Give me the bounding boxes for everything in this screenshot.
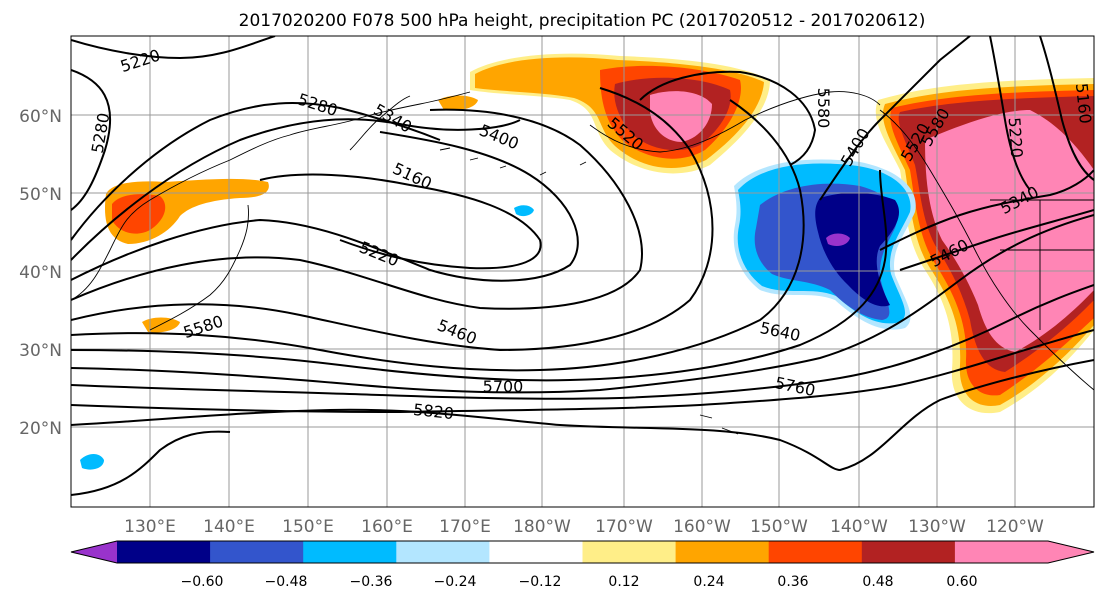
negative-anomaly-sw-cyan (80, 454, 104, 470)
contour-5340 (71, 118, 521, 261)
map-border (70, 35, 1095, 508)
contour-5580 (71, 169, 888, 382)
lon-label: 180°W (513, 517, 571, 537)
lon-label: 130°W (908, 517, 966, 537)
na-west-coast (879, 109, 1094, 391)
contour-5460 (71, 87, 714, 352)
contour-5580-alaska (639, 70, 817, 166)
colorbar-segment (768, 541, 863, 563)
colorbar-segment (954, 541, 1049, 563)
contour-5280-nw (71, 69, 111, 211)
colorbar-tick-label: −0.48 (265, 574, 308, 590)
lon-label: 130°E (124, 517, 176, 537)
lon-label: 170°W (595, 517, 653, 537)
alaska-coast (589, 91, 881, 153)
negative-anomaly-purple (826, 233, 850, 246)
positive-anomaly-asia-red (112, 194, 166, 234)
negative-anomaly-navy (815, 192, 900, 307)
colorbar-tick-label: −0.24 (434, 574, 477, 590)
graticule (71, 36, 1094, 507)
colorbar-tick-label: −0.12 (519, 574, 562, 590)
asia-coast (71, 91, 471, 301)
contour-5520 (71, 99, 805, 372)
colorbar-tick-label: 0.36 (777, 574, 808, 590)
positive-anomaly-alaska-pink (650, 91, 712, 142)
contour-5400 (71, 108, 643, 310)
colorbar-tick-label: −0.60 (181, 574, 224, 590)
contour-5220 (71, 131, 579, 282)
colorbar-segment (675, 541, 770, 563)
colorbar (70, 540, 1095, 564)
height-contours (71, 36, 1094, 496)
colorbar-segment (861, 541, 956, 563)
colorbar-segment (582, 541, 677, 563)
lat-label: 20°N (19, 419, 62, 439)
contour-east-5460 (899, 209, 1094, 271)
chart-title: 2017020200 F078 500 hPa height, precipit… (239, 11, 926, 31)
lon-label: 160°W (673, 517, 731, 537)
contour-east-5220 (989, 36, 1031, 191)
lon-label: 170°E (439, 517, 491, 537)
contour-5880-sw (71, 430, 231, 496)
positive-anomaly-east-pink (925, 110, 1094, 352)
lat-label: 30°N (19, 341, 62, 361)
colorbar-extend-high (1048, 541, 1094, 563)
lat-label: 60°N (19, 107, 62, 127)
coastlines (71, 91, 1094, 435)
latitude-labels: 60°N 50°N 40°N 30°N 20°N (19, 107, 62, 439)
contour-label: 5700 (483, 377, 524, 396)
contour-5700 (71, 284, 1094, 400)
colorbar-tick-label: −0.36 (350, 574, 393, 590)
negative-anomaly-small-cyan (514, 205, 534, 217)
japan-coast (149, 204, 249, 331)
colorbar-extend-low (71, 541, 117, 563)
colorbar-segment (117, 541, 211, 563)
contour-label: 5580 (814, 88, 833, 129)
lon-label: 140°E (203, 517, 255, 537)
contour-5640 (71, 214, 1094, 394)
colorbar-ticks: −0.60 −0.48 −0.36 −0.24 −0.12 0.12 0.24 … (181, 574, 978, 590)
colorbar-segment (303, 541, 397, 563)
lon-label: 120°W (986, 517, 1044, 537)
colorbar-tick-label: 0.12 (608, 574, 639, 590)
contour-label: 5160 (1072, 82, 1095, 124)
longitude-labels: 130°E 140°E 150°E 160°E 170°E 180°W 170°… (124, 517, 1044, 537)
colorbar-tick-label: 0.24 (693, 574, 724, 590)
na-border (990, 199, 1094, 330)
lon-label: 150°E (282, 517, 334, 537)
lon-label: 150°W (750, 517, 808, 537)
colorbar-segment (489, 541, 583, 563)
colorbar-segment (396, 541, 490, 563)
colorbar-segment (210, 541, 304, 563)
contour-5220-north (71, 36, 276, 60)
colorbar-outline (70, 540, 1095, 564)
lon-label: 140°W (830, 517, 888, 537)
contour-east-5160 (1039, 36, 1094, 181)
colorbar-tick-label: 0.60 (946, 574, 977, 590)
contour-5160 (259, 173, 542, 270)
lat-label: 50°N (19, 185, 62, 205)
contour-5820 (71, 359, 1094, 472)
contour-east-5340 (879, 169, 1094, 251)
map-panel: 5220 5280 5280 5340 5400 5160 5220 5460 … (70, 35, 1095, 508)
colorbar-tick-label: 0.48 (862, 574, 893, 590)
lat-label: 40°N (19, 263, 62, 283)
aleutian-islands (439, 147, 587, 176)
contour-east-5400 (819, 36, 971, 201)
lon-label: 160°E (361, 517, 413, 537)
contour-label: 5820 (412, 400, 454, 423)
contour-label: 5220 (1005, 117, 1027, 159)
positive-anomaly-bering-blob (438, 95, 478, 111)
